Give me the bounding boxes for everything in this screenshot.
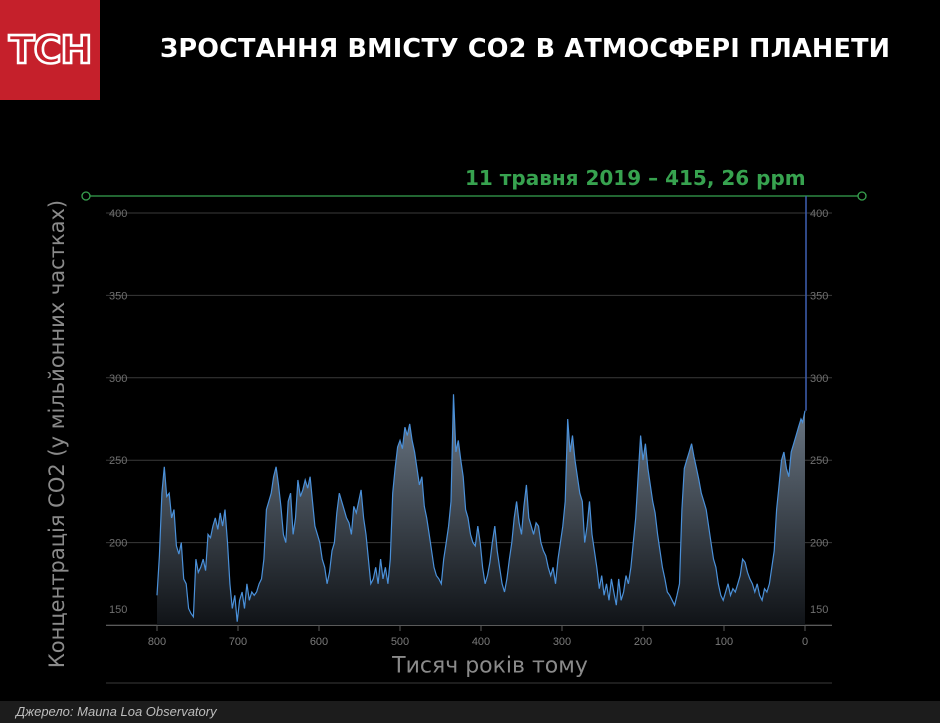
y-tick-right-350: 350 xyxy=(810,290,828,302)
x-tick-400: 400 xyxy=(472,636,490,648)
x-tick-800: 800 xyxy=(148,636,166,648)
x-tick-100: 100 xyxy=(715,636,733,648)
annotation-group xyxy=(81,191,867,411)
chart-title: ЗРОСТАННЯ ВМІСТУ СО2 В АТМОСФЕРІ ПЛАНЕТИ xyxy=(160,34,891,64)
y-tick-right-150: 150 xyxy=(810,604,828,616)
x-axis: 800 700 600 500 400 300 200 100 0 xyxy=(106,625,832,684)
x-tick-700: 700 xyxy=(229,636,247,648)
co2-line xyxy=(156,394,806,622)
x-tick-300: 300 xyxy=(553,636,571,648)
y-tick-left-200: 200 xyxy=(109,538,127,550)
y-tick-left-300: 300 xyxy=(109,373,127,385)
source-bar: Джерело: Mauna Loa Observatory xyxy=(0,701,940,723)
y-tick-left-150: 150 xyxy=(109,604,127,616)
x-tick-600: 600 xyxy=(310,636,328,648)
co2-area xyxy=(157,394,805,625)
y-tick-right-200: 200 xyxy=(810,538,828,550)
annotation-end-dot xyxy=(857,191,867,201)
x-axis-label: Тисяч років тому xyxy=(392,653,588,679)
x-tick-0: 0 xyxy=(802,636,808,648)
tsn-logo: ТСН xyxy=(0,0,100,100)
y-tick-right-250: 250 xyxy=(810,455,828,467)
annotation-start-dot xyxy=(81,191,91,201)
y-tick-left-250: 250 xyxy=(109,455,127,467)
y-tick-left-350: 350 xyxy=(109,290,127,302)
current-value-annotation: 11 травня 2019 – 415, 26 ppm xyxy=(465,166,806,190)
y-tick-right-300: 300 xyxy=(810,373,828,385)
y-tick-left-400: 400 xyxy=(109,208,127,220)
x-tick-200: 200 xyxy=(634,636,652,648)
x-tick-500: 500 xyxy=(391,636,409,648)
source-text: Джерело: Mauna Loa Observatory xyxy=(16,704,217,719)
logo-text: ТСН xyxy=(7,27,93,74)
y-tick-right-400: 400 xyxy=(810,208,828,220)
y-tick-labels: 150 150 200 200 250 250 300 300 350 350 400 400 xyxy=(109,208,828,616)
